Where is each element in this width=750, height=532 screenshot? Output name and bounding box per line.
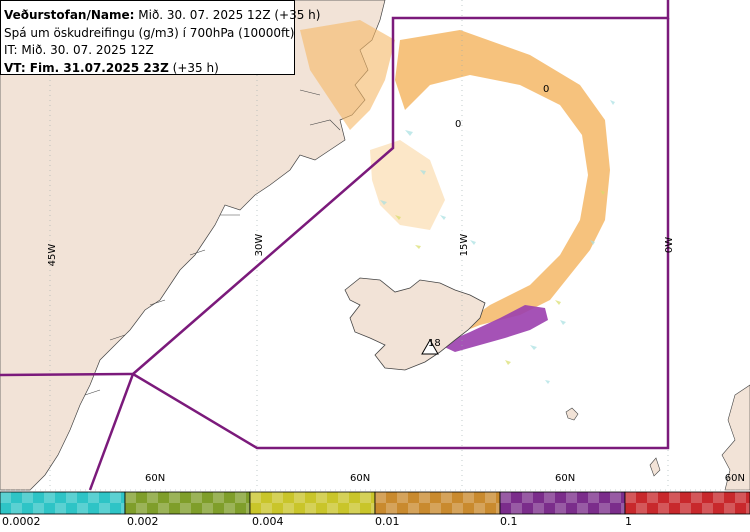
faroe-islands bbox=[565, 407, 579, 421]
legend-label-0: 0.0002 bbox=[2, 515, 41, 528]
lon-label-15w: 15W bbox=[459, 234, 470, 257]
legend-swatch-5 bbox=[625, 492, 750, 514]
legend-label-1: 0.002 bbox=[127, 515, 159, 528]
forecast-info-box: Veðurstofan/Name: Mið. 30. 07. 2025 12Z … bbox=[0, 0, 320, 78]
legend-swatch-4 bbox=[500, 492, 625, 514]
info-line-name: Veðurstofan/Name: Mið. 30. 07. 2025 12Z … bbox=[4, 7, 320, 25]
latitude-labels: 60N 60N 60N 60N bbox=[145, 473, 745, 484]
info-line-issue-time: IT: Mið. 30. 07. 2025 12Z bbox=[4, 43, 154, 57]
lon-label-45w: 45W bbox=[47, 244, 58, 267]
info-valid-label: VT: Fim. 31.07.2025 23Z bbox=[4, 60, 169, 75]
ash-cloud-low bbox=[300, 20, 610, 345]
iceland-land bbox=[344, 277, 486, 371]
legend-label-3: 0.01 bbox=[375, 515, 400, 528]
legend-swatch-1 bbox=[125, 492, 250, 514]
info-line-valid-time: VT: Fim. 31.07.2025 23Z (+35 h) bbox=[4, 60, 291, 78]
legend-swatch-2 bbox=[250, 492, 375, 514]
islet-right bbox=[649, 457, 661, 477]
lat-label-2: 60N bbox=[350, 473, 370, 484]
legend-label-2: 0.004 bbox=[252, 515, 284, 528]
lon-label-0w: 0W bbox=[664, 237, 675, 253]
legend-label-4: 0.1 bbox=[500, 515, 518, 528]
info-line-description: Spá um öskudreifingu (g/m3) í 700hPa (10… bbox=[4, 25, 295, 40]
info-name-label: Veðurstofan/Name: bbox=[4, 8, 135, 22]
legend-swatch-3 bbox=[375, 492, 500, 514]
lat-label-3: 60N bbox=[555, 473, 575, 484]
ash-cloud-high bbox=[440, 305, 548, 352]
airspace-boundary bbox=[0, 0, 670, 491]
lat-label-4: 60N bbox=[725, 473, 745, 484]
lon-label-30w: 30W bbox=[254, 234, 265, 257]
legend-label-5: 1 bbox=[625, 515, 632, 528]
contour-label-3: 18 bbox=[428, 338, 441, 349]
greenland-fjords bbox=[84, 89, 341, 396]
legend-swatch-0 bbox=[0, 492, 125, 514]
scandinavia-edge bbox=[721, 384, 750, 491]
info-valid-value: (+35 h) bbox=[168, 60, 219, 75]
volcano-warning-icon bbox=[421, 338, 439, 355]
info-name-value: Mið. 30. 07. 2025 12Z (+35 h) bbox=[134, 8, 321, 22]
contour-label-2: 0 bbox=[455, 119, 461, 130]
lat-label-1: 60N bbox=[145, 473, 165, 484]
longitude-labels: 45W 30W 15W 0W bbox=[47, 234, 675, 267]
legend-color-bar bbox=[0, 491, 750, 515]
contour-labels: 0 0 18 bbox=[428, 84, 549, 349]
contour-label-1: 0 bbox=[543, 84, 549, 95]
